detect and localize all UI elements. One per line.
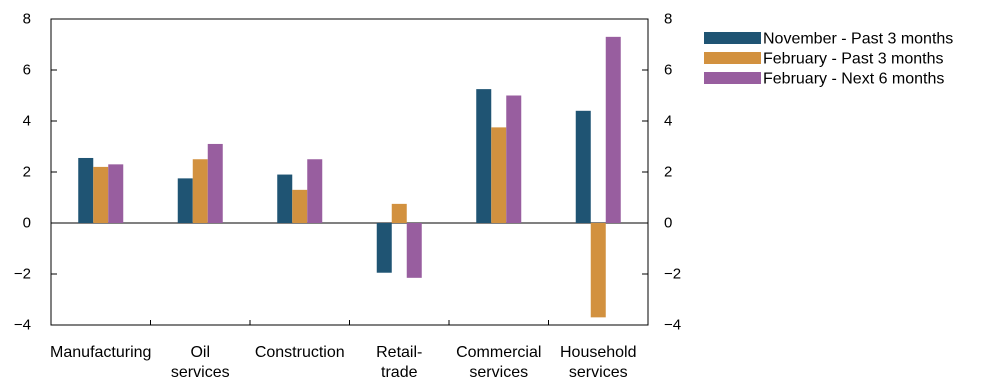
category-label-line: Household <box>560 344 637 361</box>
right-tick-label: 0 <box>664 215 672 232</box>
left-tick-label: 4 <box>23 113 31 130</box>
category-label: Household services <box>560 344 637 381</box>
bar-2-cat-5 <box>491 127 507 223</box>
legend-label: November - Past 3 months <box>763 31 953 48</box>
category-label: Manufacturing <box>50 344 151 361</box>
bar-2-cat-3 <box>292 189 308 223</box>
category-label: Retail-trade <box>376 344 422 381</box>
right-tick-label: 4 <box>664 113 672 130</box>
bar-2-cat-4 <box>391 203 407 223</box>
bar-3-cat-6 <box>605 36 621 223</box>
bar-1-cat-4 <box>376 223 392 273</box>
bar-3-cat-1 <box>108 164 124 223</box>
bar-2-cat-1 <box>93 166 109 223</box>
category-label: Oil services <box>171 344 230 381</box>
x-axis: Manufacturing Oil services Construction Reta… <box>50 320 637 381</box>
right-tick-label: 6 <box>664 62 672 79</box>
right-tick-label: −2 <box>664 266 681 283</box>
right-tick-label: −4 <box>664 317 681 334</box>
left-tick-label: −2 <box>14 266 31 283</box>
right-tick-label: 2 <box>664 164 672 181</box>
legend: November - Past 3 months February - Past … <box>704 31 953 88</box>
legend-swatch <box>704 32 761 44</box>
bar-1-cat-1 <box>78 157 94 223</box>
category-label-line: Manufacturing <box>50 344 151 361</box>
bar-2-cat-6 <box>590 223 606 318</box>
legend-label: February - Past 3 months <box>763 51 944 68</box>
right-y-axis: 8 6 4 2 0 −2 −4 <box>642 11 681 334</box>
category-label: Construction <box>255 344 345 361</box>
category-label-line: trade <box>381 364 418 381</box>
category-label-line: services <box>171 364 230 381</box>
left-y-axis: 8 6 4 2 0 −2 −4 <box>14 11 57 334</box>
category-label-line: services <box>569 364 628 381</box>
legend-swatch <box>704 72 761 84</box>
left-tick-label: 2 <box>23 164 31 181</box>
plot-frame <box>50 18 649 326</box>
left-tick-label: 6 <box>23 62 31 79</box>
category-label-line: Oil <box>190 344 210 361</box>
right-tick-label: 8 <box>664 11 672 28</box>
bar-3-cat-2 <box>207 143 223 223</box>
bar-3-cat-5 <box>506 95 522 223</box>
bar-2-cat-2 <box>192 159 208 223</box>
left-tick-label: 0 <box>23 215 31 232</box>
category-label-line: Construction <box>255 344 345 361</box>
bar-1-cat-5 <box>476 89 492 223</box>
plot-border <box>50 18 649 326</box>
legend-swatch <box>704 52 761 64</box>
bar-3-cat-3 <box>307 159 323 223</box>
bar-3-cat-4 <box>406 223 422 278</box>
bar-1-cat-6 <box>575 110 591 223</box>
category-label-line: Commercial <box>456 344 541 361</box>
bar-1-cat-2 <box>177 178 193 223</box>
category-label: Commercial services <box>456 344 541 381</box>
category-label-line: services <box>469 364 528 381</box>
legend-label: February - Next 6 months <box>763 71 944 88</box>
bar-1-cat-3 <box>277 174 293 223</box>
left-tick-label: 8 <box>23 11 31 28</box>
left-tick-label: −4 <box>14 317 31 334</box>
category-label-line: Retail- <box>376 344 422 361</box>
bars-group <box>78 36 621 318</box>
